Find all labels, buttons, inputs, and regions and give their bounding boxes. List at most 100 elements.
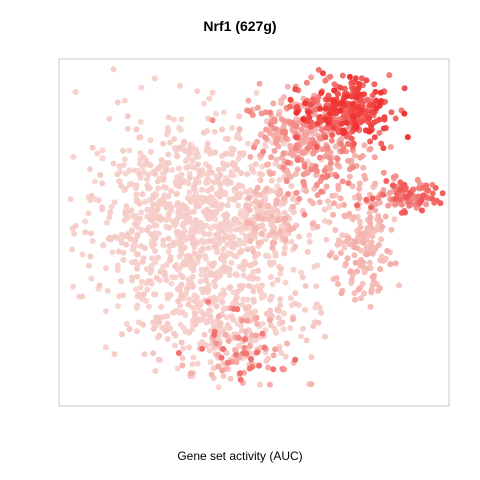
scatter-point (367, 303, 374, 310)
scatter-point (232, 297, 239, 304)
scatter-point (269, 281, 276, 287)
scatter-point (250, 296, 257, 303)
scatter-point (224, 202, 231, 209)
scatter-point (334, 161, 341, 168)
scatter-point (186, 258, 193, 265)
scatter-point (211, 278, 218, 285)
scatter-point (239, 282, 246, 289)
scatter-point (152, 259, 159, 266)
scatter-point (140, 321, 146, 328)
scatter-point (110, 160, 117, 167)
scatter-point (189, 304, 196, 311)
scatter-point (247, 153, 254, 160)
scatter-point (366, 115, 373, 122)
scatter-point (235, 334, 242, 341)
scatter-point (245, 97, 252, 104)
scatter-point (401, 181, 408, 188)
scatter-point (147, 216, 154, 223)
scatter-point (225, 359, 232, 366)
scatter-point (280, 200, 287, 207)
scatter-point (287, 119, 294, 126)
scatter-point (263, 118, 270, 125)
scatter-point (279, 319, 286, 326)
scatter-point (233, 226, 240, 233)
scatter-point (298, 269, 305, 276)
scatter-point (148, 231, 155, 238)
scatter-point (345, 140, 352, 147)
scatter-point (274, 183, 281, 189)
scatter-point (356, 185, 363, 192)
scatter-point (228, 259, 235, 266)
scatter-point (235, 202, 242, 209)
scatter-point (174, 153, 181, 160)
scatter-point (284, 340, 290, 347)
scatter-point (371, 134, 378, 141)
scatter-point (375, 242, 382, 248)
scatter-point (300, 150, 307, 157)
scatter-point (237, 211, 244, 218)
scatter-point (263, 126, 270, 133)
scatter-point (155, 230, 162, 237)
scatter-point (114, 262, 121, 269)
scatter-point (358, 295, 365, 302)
scatter-point (375, 213, 382, 220)
scatter-point (175, 209, 182, 216)
scatter-point (331, 105, 338, 112)
scatter-point (219, 328, 226, 334)
scatter-point (220, 165, 227, 172)
scatter-point (194, 360, 201, 367)
scatter-point (136, 160, 143, 167)
scatter-point (220, 160, 227, 167)
scatter-point (88, 192, 95, 199)
scatter-point (275, 111, 282, 118)
scatter-point (242, 328, 249, 335)
scatter-point (364, 96, 371, 103)
scatter-point (218, 255, 224, 262)
scatter-point (206, 347, 213, 354)
scatter-point (348, 276, 355, 283)
scatter-point (186, 218, 193, 225)
scatter-point (205, 286, 212, 293)
scatter-point (402, 209, 408, 216)
scatter-point (277, 296, 284, 303)
scatter-point (106, 214, 113, 221)
scatter-point (114, 99, 121, 106)
scatter-point (263, 209, 270, 216)
scatter-point (322, 116, 329, 123)
scatter-point (317, 114, 324, 120)
scatter-point (140, 154, 147, 161)
scatter-point (306, 232, 313, 239)
scatter-point (165, 193, 172, 200)
scatter-point (285, 191, 292, 197)
scatter-point (335, 281, 341, 287)
scatter-point (240, 272, 247, 279)
scatter-point (186, 146, 193, 153)
scatter-point (215, 233, 222, 240)
scatter-point (282, 353, 289, 360)
scatter-point (95, 197, 102, 204)
scatter-point (222, 331, 229, 338)
scatter-point (290, 152, 297, 159)
scatter-point (269, 213, 276, 220)
scatter-point (419, 207, 425, 214)
scatter-point (201, 100, 207, 107)
scatter-point (250, 274, 257, 281)
scatter-point (344, 255, 351, 262)
scatter-point (308, 354, 315, 361)
scatter-point (187, 141, 194, 148)
scatter-point (217, 322, 224, 329)
scatter-point (133, 286, 140, 293)
scatter-point (258, 294, 265, 301)
scatter-point (359, 118, 365, 125)
scatter-point (102, 344, 109, 351)
scatter-point (162, 184, 169, 191)
scatter-point (425, 187, 431, 194)
scatter-point (242, 305, 249, 311)
scatter-point (155, 254, 162, 261)
scatter-point (99, 180, 106, 187)
scatter-point (192, 321, 199, 328)
scatter-point (298, 333, 304, 340)
scatter-point (197, 247, 204, 254)
scatter-point (357, 262, 364, 269)
scatter-point (147, 137, 154, 144)
